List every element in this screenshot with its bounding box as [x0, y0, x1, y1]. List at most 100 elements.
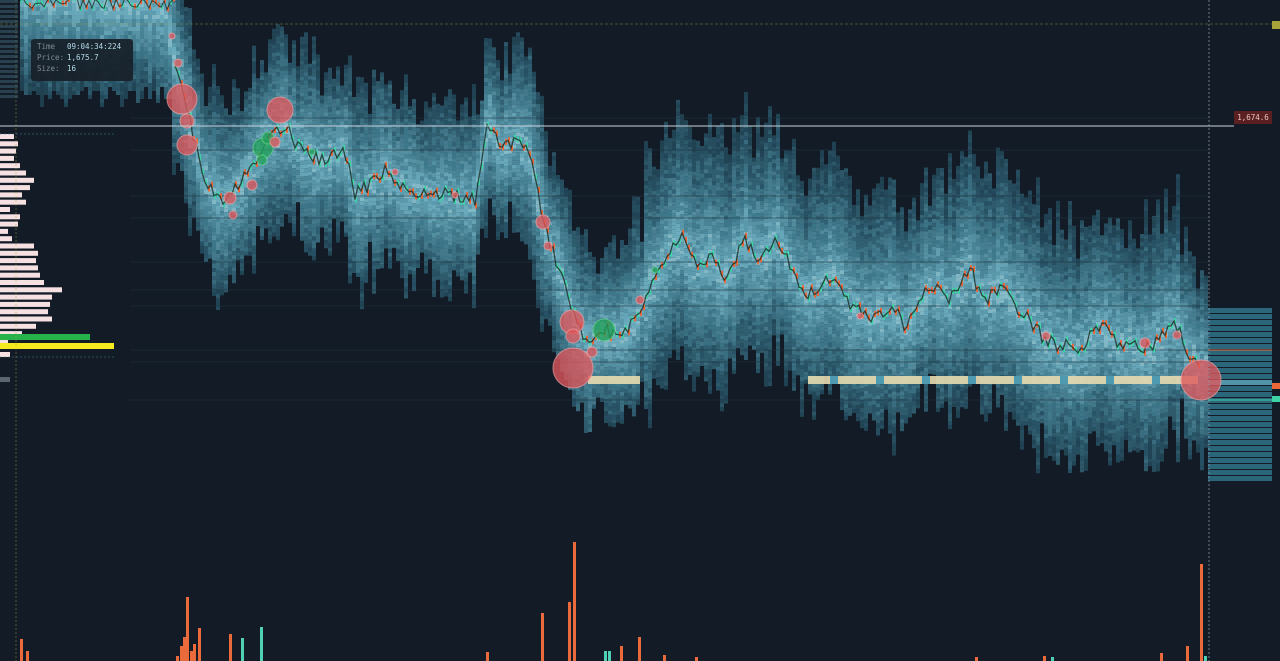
- heatmap-cell: [216, 238, 220, 242]
- heatmap-cell: [228, 122, 232, 127]
- heatmap-cell: [136, 63, 140, 67]
- heatmap-cell: [116, 15, 120, 19]
- heatmap-cell: [360, 177, 364, 182]
- heatmap-cell: [252, 85, 256, 90]
- heatmap-cell: [168, 7, 172, 11]
- heatmap-cell: [216, 102, 220, 106]
- heatmap-cell: [236, 244, 240, 249]
- heatmap-cell: [136, 27, 140, 31]
- heatmap-cell: [384, 192, 388, 197]
- heatmap-cell: [436, 203, 440, 208]
- heatmap-cell: [452, 130, 456, 135]
- heatmap-cell: [476, 190, 480, 195]
- heatmap-cell: [496, 196, 500, 200]
- heatmap-cell: [352, 185, 356, 189]
- heatmap-cell: [328, 111, 332, 116]
- heatmap-cell: [200, 185, 204, 190]
- heatmap-cell: [296, 66, 300, 71]
- heatmap-cell: [452, 166, 456, 171]
- heatmap-cell: [36, 87, 40, 91]
- heatmap-cell: [348, 99, 352, 104]
- heatmap-cell: [300, 152, 304, 157]
- heatmap-cell: [204, 234, 208, 238]
- heatmap-cell: [520, 37, 524, 42]
- heatmap-cell: [504, 62, 508, 67]
- heatmap-cell: [320, 191, 324, 196]
- heatmap-cell: [168, 15, 172, 19]
- heatmap-cell: [524, 60, 528, 65]
- heatmap-cell: [428, 215, 432, 220]
- heatmap-cell: [224, 252, 228, 257]
- heatmap-cell: [372, 233, 376, 238]
- heatmap-cell: [204, 174, 208, 178]
- heatmap-cell: [408, 186, 412, 191]
- heatmap-cell: [508, 149, 512, 154]
- heatmap-cell: [292, 224, 296, 229]
- heatmap-cell: [476, 170, 480, 175]
- heatmap-cell: [236, 96, 240, 101]
- heatmap-cell: [308, 103, 312, 108]
- heatmap-cell: [220, 239, 224, 244]
- heatmap-cell: [360, 265, 364, 270]
- heatmap-cell: [276, 236, 280, 241]
- heatmap-cell: [508, 113, 512, 118]
- heatmap-cell: [252, 73, 256, 78]
- heatmap-cell: [380, 128, 384, 133]
- heatmap-cell: [144, 43, 148, 47]
- heatmap-cell: [508, 97, 512, 102]
- heatmap-cell: [372, 129, 376, 134]
- heatmap-cell: [392, 195, 396, 200]
- heatmap-cell: [340, 117, 344, 122]
- heatmap-cell: [516, 56, 520, 61]
- heatmap-cell: [188, 188, 192, 192]
- heatmap-cell: [272, 220, 276, 225]
- heatmap-cell: [308, 219, 312, 224]
- heatmap-cell: [212, 120, 216, 124]
- heatmap-cell: [244, 103, 248, 108]
- heatmap-cell: [112, 31, 116, 35]
- heatmap-cell: [208, 166, 212, 171]
- heatmap-cell: [448, 181, 452, 186]
- heatmap-cell: [496, 192, 500, 196]
- heatmap-cell: [468, 264, 472, 269]
- heatmap-cell: [268, 235, 272, 240]
- heatmap-cell: [520, 73, 524, 78]
- heatmap-cell: [228, 254, 232, 259]
- heatmap-cell: [392, 223, 396, 228]
- heatmap-cell: [500, 204, 504, 209]
- heatmap-cell: [388, 96, 392, 101]
- heatmap-cell: [408, 266, 412, 271]
- heatmap-cell: [448, 129, 452, 134]
- heatmap-cell: [172, 131, 176, 135]
- heatmap-cell: [228, 154, 232, 159]
- heatmap-cell: [328, 195, 332, 200]
- heatmap-cell: [172, 83, 176, 87]
- heatmap-cell: [228, 230, 232, 235]
- heatmap-cell: [296, 70, 300, 75]
- heatmap-cell: [248, 223, 252, 228]
- heatmap-cell: [252, 245, 256, 250]
- heatmap-cell: [328, 203, 332, 208]
- heatmap-cell: [348, 211, 352, 216]
- heatmap-cell: [260, 184, 264, 189]
- heatmap-cell: [252, 237, 256, 242]
- heatmap-cell: [404, 146, 408, 151]
- heatmap-cell: [312, 200, 316, 205]
- heatmap-cell: [216, 198, 220, 202]
- heatmap-cell: [212, 228, 216, 232]
- heatmap-cell: [388, 184, 392, 189]
- heatmap-cell: [312, 204, 316, 209]
- heatmap-cell: [240, 219, 244, 224]
- heatmap-cell: [288, 66, 292, 71]
- heatmap-cell: [104, 23, 108, 27]
- heatmap-cell: [308, 143, 312, 148]
- heatmap-cell: [244, 195, 248, 200]
- heatmap-cell: [272, 120, 276, 125]
- heatmap-cell: [436, 159, 440, 164]
- heatmap-cell: [148, 35, 152, 39]
- heatmap-cell: [332, 170, 336, 175]
- heatmap-cell: [364, 86, 368, 91]
- heatmap-cell: [412, 147, 416, 152]
- heatmap-cell: [332, 162, 336, 167]
